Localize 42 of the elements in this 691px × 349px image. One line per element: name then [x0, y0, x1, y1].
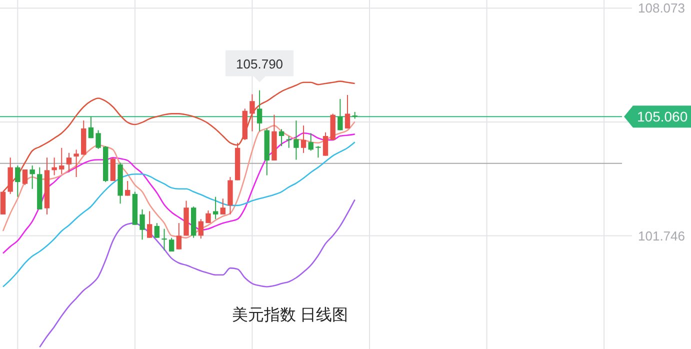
candlestick	[154, 222, 160, 238]
candlestick	[294, 120, 299, 160]
text: 美元指数 日线图	[232, 306, 348, 324]
candlestick	[0, 191, 6, 215]
candlestick	[162, 228, 167, 251]
line-series	[2, 80, 356, 192]
candlestick	[22, 168, 28, 186]
candlestick	[88, 116, 94, 139]
candlestick	[286, 136, 292, 148]
candlestick	[125, 180, 130, 196]
candlestick	[212, 196, 218, 220]
candlestick	[110, 157, 116, 182]
candlestick	[322, 132, 328, 156]
candlestick	[176, 222, 182, 250]
candlestick	[147, 210, 152, 238]
line-series	[2, 132, 356, 254]
candlestick	[168, 237, 174, 252]
candlestick	[338, 98, 343, 131]
candlestick	[316, 146, 321, 158]
y-tick-label: 108.073	[638, 0, 685, 16]
candlestick	[140, 208, 145, 240]
candlestick	[52, 157, 57, 176]
candlestick	[250, 94, 255, 132]
candlestick	[206, 210, 211, 224]
candlestick	[66, 152, 72, 173]
candlestick	[30, 165, 35, 190]
candlestick	[308, 132, 314, 152]
candlestick	[256, 90, 262, 132]
candlestick	[74, 149, 79, 178]
ref-line-label: 105.060	[637, 108, 688, 125]
candlestick	[59, 147, 64, 175]
candlestick	[344, 94, 350, 129]
candlestick	[278, 128, 284, 147]
line-series	[2, 141, 356, 288]
candlestick	[15, 165, 20, 198]
annotation: 105.790	[236, 56, 284, 72]
candlestick	[198, 218, 204, 240]
candlestick	[220, 198, 226, 215]
line-series	[39, 199, 356, 348]
y-tick-label: 101.746	[638, 228, 685, 244]
candlestick	[96, 130, 101, 150]
candlestick	[300, 125, 306, 154]
